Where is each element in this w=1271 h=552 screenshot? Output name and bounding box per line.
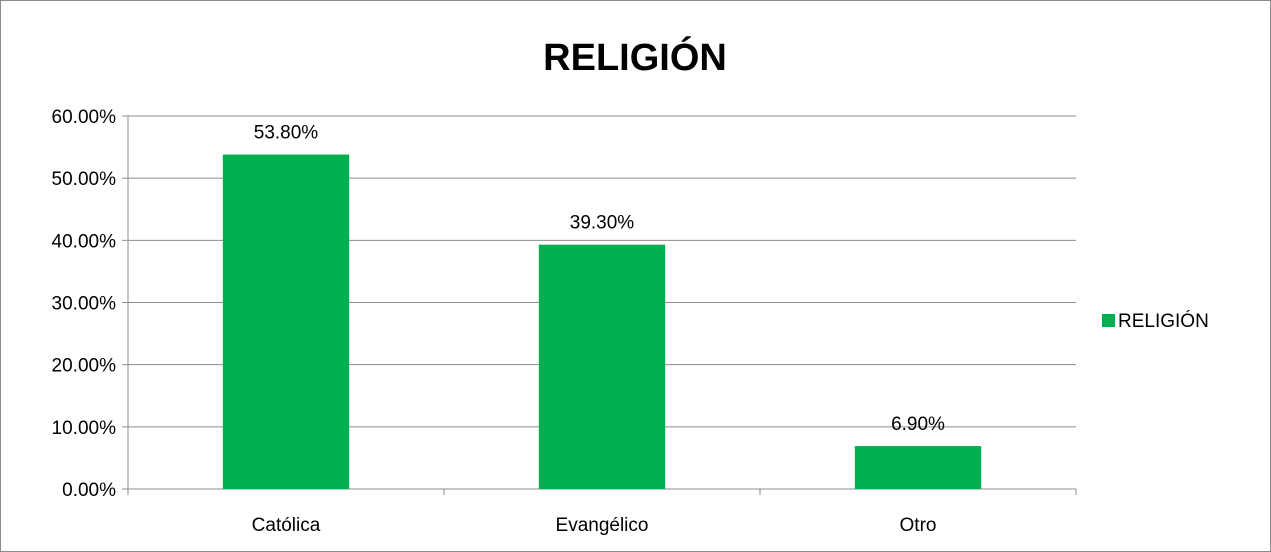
data-label: 39.30% xyxy=(570,213,635,234)
y-tick-label: 20.00% xyxy=(52,356,117,377)
y-tick-label: 10.00% xyxy=(52,418,117,439)
y-tick-label: 0.00% xyxy=(62,480,116,501)
bars xyxy=(222,154,982,489)
data-labels: 53.80% 39.30% 6.90% xyxy=(254,123,945,436)
data-label: 6.90% xyxy=(891,414,945,435)
x-tick-label: Evangélico xyxy=(556,515,649,536)
y-tick-label: 60.00% xyxy=(52,107,117,128)
legend-swatch xyxy=(1102,314,1115,327)
x-tick-label: Otro xyxy=(900,515,937,536)
legend: RELIGIÓN xyxy=(1102,310,1209,332)
y-tick-label: 50.00% xyxy=(52,169,117,190)
legend-label: RELIGIÓN xyxy=(1118,310,1209,332)
bar xyxy=(538,244,666,489)
y-tick-label: 40.00% xyxy=(52,231,117,252)
chart-title: RELIGIÓN xyxy=(543,35,727,79)
bar xyxy=(854,446,982,489)
x-tick-label: Católica xyxy=(252,515,321,536)
y-tick-label: 30.00% xyxy=(52,294,117,315)
data-label: 53.80% xyxy=(254,123,319,144)
bar xyxy=(222,154,350,489)
